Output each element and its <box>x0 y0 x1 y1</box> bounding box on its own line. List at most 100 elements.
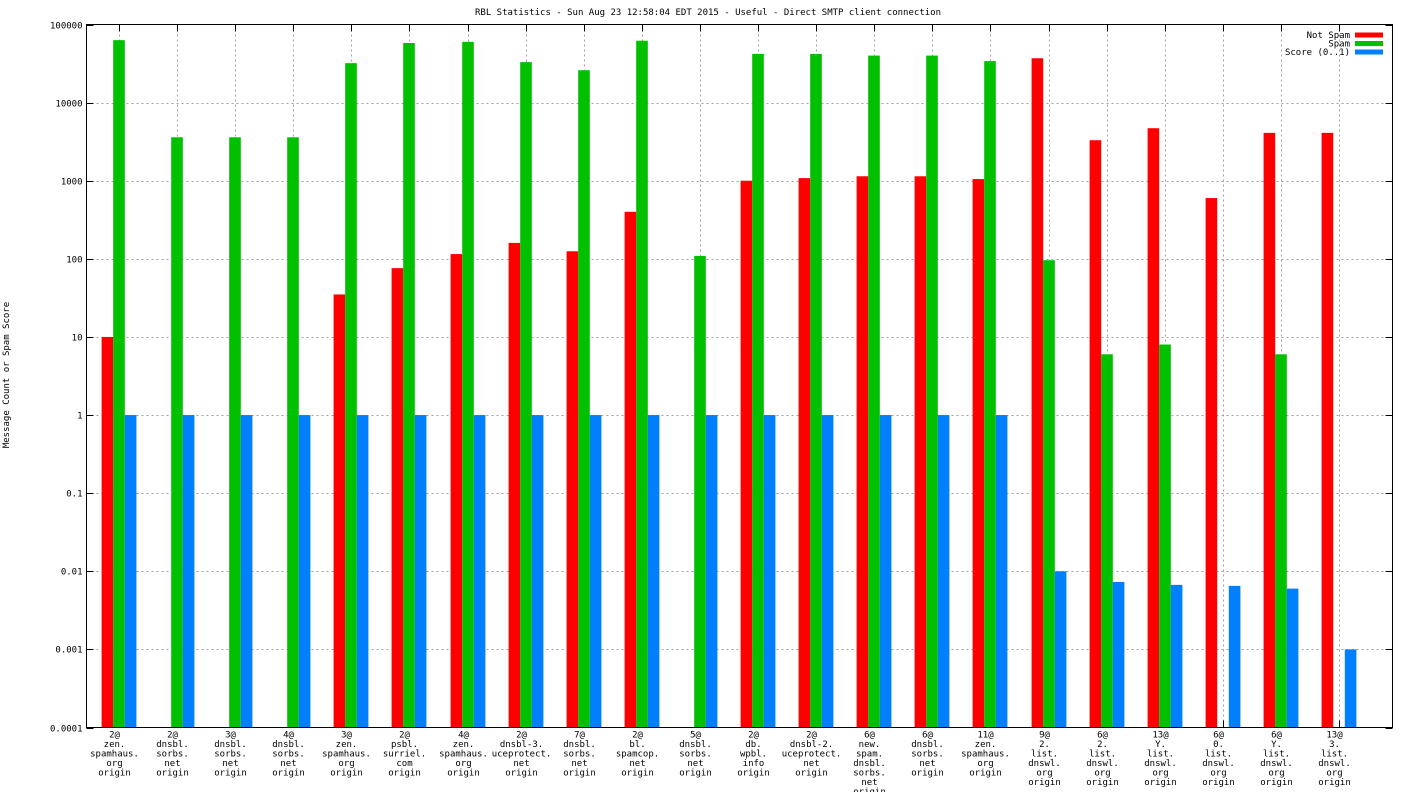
bar-spam <box>462 41 474 728</box>
bar-not-spam <box>450 254 463 728</box>
x-tick-label-line: dnsbl. <box>679 740 712 750</box>
x-tick-label-line: origin <box>1086 778 1119 788</box>
bar-score-0-1 <box>937 415 950 728</box>
x-tick-label-line: 13@ <box>1326 731 1343 741</box>
bar-spam <box>1159 344 1171 728</box>
x-tick-label-line: org <box>1094 769 1110 779</box>
bar-score-0-1 <box>124 415 137 728</box>
x-tick-label-line: origin <box>563 769 596 779</box>
x-tick-label-line: dnswl. <box>1144 759 1177 769</box>
chart-title: RBL Statistics - Sun Aug 23 12:58:04 EDT… <box>475 8 941 18</box>
x-tick-label-line: zen. <box>104 740 126 750</box>
bar-spam <box>1275 354 1287 728</box>
bar-spam <box>229 137 241 728</box>
x-tick-label-line: spamhaus. <box>90 750 139 760</box>
bar-score-0-1 <box>647 415 660 728</box>
x-tick-label-line: 4@ <box>283 731 294 741</box>
bar-score-0-1 <box>705 415 718 728</box>
x-tick-label-line: origin <box>98 769 131 779</box>
x-tick-label-line: zen. <box>453 740 475 750</box>
x-tick-label: 11@ zen. spamhaus. org origin <box>961 731 1010 779</box>
x-tick-label-line: sorbs. <box>156 750 189 760</box>
x-tick-label-line: org <box>1210 769 1226 779</box>
x-tick-label-line: origin <box>621 769 654 779</box>
x-tick-label-line: 0. <box>1213 740 1224 750</box>
bar-spam <box>520 62 532 728</box>
x-tick-label-line: sorbs. <box>563 750 596 760</box>
bar-spam <box>636 40 648 728</box>
x-tick-label: 6@ 2. list. dnswl. org origin <box>1086 731 1119 789</box>
x-tick-label: 4@ zen. spamhaus. org origin <box>439 731 488 779</box>
x-tick-label-line: dnsbl. <box>214 740 247 750</box>
x-tick-label-line: origin <box>272 769 305 779</box>
bar-not-spam <box>856 176 869 728</box>
bar-score-0-1 <box>473 415 486 728</box>
y-tick-label: 0.1 <box>66 490 82 500</box>
bar-spam <box>113 40 125 728</box>
bar-spam <box>1043 260 1055 728</box>
x-tick-label-line: net <box>571 759 587 769</box>
x-tick-label: 6@ dnsbl. sorbs. net origin <box>911 731 944 779</box>
x-tick-label-line: org <box>455 759 471 769</box>
legend-label: Score (0..1) <box>1285 48 1350 58</box>
x-tick-label-line: 3@ <box>225 731 236 741</box>
bar-spam <box>984 61 996 728</box>
bar-spam <box>171 137 183 728</box>
bar-spam <box>578 70 590 728</box>
x-tick-label-line: spamhaus. <box>961 750 1010 760</box>
x-tick-label-line: wpbl. <box>740 750 767 760</box>
x-tick-label-line: dnswl. <box>1028 759 1061 769</box>
x-tick-label: 2@ dnsbl-2. uceprotect. net origin <box>782 731 842 779</box>
x-tick-label-line: net <box>803 759 819 769</box>
bar-not-spam <box>1263 132 1276 728</box>
x-tick-label: 7@ dnsbl. sorbs. net origin <box>563 731 596 779</box>
x-tick-label-line: origin <box>1202 778 1235 788</box>
x-tick-label-line: dnsbl. <box>911 740 944 750</box>
bar-score-0-1 <box>1344 649 1357 728</box>
x-tick-label-line: spamhaus. <box>439 750 488 760</box>
bar-not-spam <box>566 251 579 728</box>
x-tick-label: 2@ bl. spamcop. net origin <box>616 731 659 779</box>
x-tick-label-line: sorbs. <box>911 750 944 760</box>
x-tick-label: 2@ dnsbl-3. uceprotect. net origin <box>492 731 552 779</box>
x-tick-label-line: origin <box>911 769 944 779</box>
y-tick-label: 0.0001 <box>50 725 83 735</box>
x-tick-label-line: sorbs. <box>853 769 886 779</box>
x-tick-label-line: spamcop. <box>616 750 659 760</box>
x-tick-label-line: dnswl. <box>1086 759 1119 769</box>
x-tick-label-line: 2@ <box>516 731 527 741</box>
x-tick-label-line: list. <box>1321 750 1348 760</box>
x-tick-label-line: origin <box>969 769 1002 779</box>
x-tick-label-line: 2@ <box>109 731 120 741</box>
grid <box>86 24 1393 729</box>
x-tick-label-line: origin <box>388 769 421 779</box>
x-tick-label-line: psbl. <box>391 740 418 750</box>
x-tick-label: 6@ 0. list. dnswl. org origin <box>1202 731 1235 789</box>
x-tick-label-line: 2@ <box>399 731 410 741</box>
x-tick-label: 6@ Y. list. dnswl. org origin <box>1260 731 1293 789</box>
x-tick-label-line: db. <box>745 740 761 750</box>
x-tick-label: 13@ 3. list. dnswl. org origin <box>1318 731 1351 789</box>
x-tick-label-line: 6@ <box>864 731 875 741</box>
x-tick-label-line: 3. <box>1329 740 1340 750</box>
x-tick-label-line: 2@ <box>167 731 178 741</box>
bar-spam <box>694 255 706 728</box>
bar-not-spam <box>914 176 927 728</box>
x-tick-label-line: surriel. <box>383 750 426 760</box>
bar-score-0-1 <box>995 415 1008 728</box>
x-tick-label-line: sorbs. <box>272 750 305 760</box>
x-tick-label-line: origin <box>505 769 538 779</box>
x-tick-label: 13@ Y. list. dnswl. org origin <box>1144 731 1177 789</box>
bar-not-spam <box>333 294 346 728</box>
x-tick-label-line: list. <box>1205 750 1232 760</box>
bar-spam <box>868 55 880 728</box>
bar-spam <box>926 55 938 728</box>
x-tick-label-line: 2. <box>1097 740 1108 750</box>
y-tick-label: 0.01 <box>61 568 83 578</box>
x-tick-label-line: origin <box>330 769 363 779</box>
x-tick-label-line: org <box>338 759 354 769</box>
bar-not-spam <box>1147 128 1160 728</box>
x-tick-label-line: dnsbl. <box>272 740 305 750</box>
